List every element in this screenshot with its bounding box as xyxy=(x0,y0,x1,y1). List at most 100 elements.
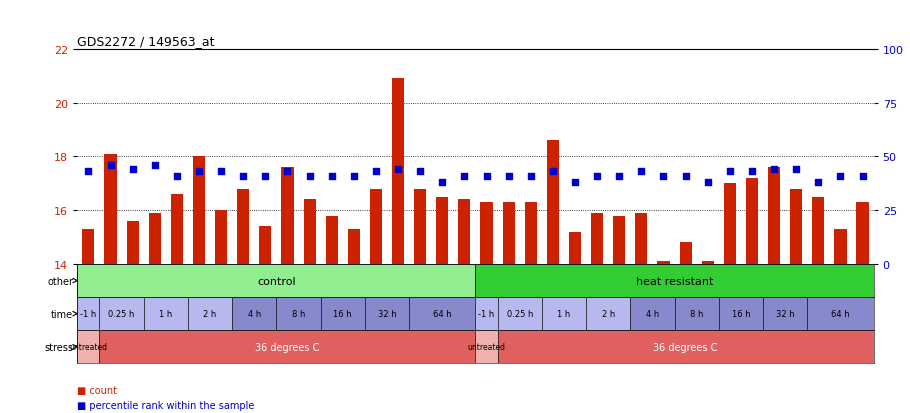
Bar xyxy=(856,203,869,264)
Point xyxy=(546,169,561,175)
Bar xyxy=(459,200,470,264)
Text: heat resistant: heat resistant xyxy=(636,276,713,286)
Text: 8 h: 8 h xyxy=(292,309,305,318)
Text: 4 h: 4 h xyxy=(248,309,261,318)
Text: untreated: untreated xyxy=(468,342,506,351)
Bar xyxy=(82,230,95,264)
Bar xyxy=(657,262,670,264)
Bar xyxy=(77,264,874,346)
Text: 0.25 h: 0.25 h xyxy=(507,309,533,318)
Bar xyxy=(369,189,382,264)
Bar xyxy=(392,79,404,264)
Text: 16 h: 16 h xyxy=(732,309,750,318)
Bar xyxy=(232,297,277,330)
Bar xyxy=(723,184,736,264)
Point xyxy=(523,173,538,180)
Bar xyxy=(498,297,541,330)
Text: GDS2272 / 149563_at: GDS2272 / 149563_at xyxy=(77,35,215,47)
Bar xyxy=(77,264,475,297)
Bar xyxy=(77,330,99,363)
Point xyxy=(347,173,361,180)
Bar xyxy=(541,297,586,330)
Point xyxy=(413,169,428,175)
Point xyxy=(590,173,604,180)
Bar xyxy=(702,262,713,264)
Bar xyxy=(498,330,874,363)
Bar xyxy=(215,211,228,264)
Point xyxy=(744,169,759,175)
Point xyxy=(214,169,228,175)
Bar xyxy=(569,232,581,264)
Point xyxy=(457,173,471,180)
Text: 2 h: 2 h xyxy=(204,309,217,318)
Text: untreated: untreated xyxy=(69,342,107,351)
Bar xyxy=(586,297,631,330)
Text: 2 h: 2 h xyxy=(602,309,615,318)
Bar xyxy=(790,189,803,264)
Point xyxy=(789,166,804,173)
Point xyxy=(767,166,782,173)
Bar xyxy=(99,297,144,330)
Text: 36 degrees C: 36 degrees C xyxy=(653,342,718,352)
Bar xyxy=(238,189,249,264)
Bar xyxy=(410,297,476,330)
Point xyxy=(369,169,383,175)
Bar xyxy=(502,203,515,264)
Bar xyxy=(680,243,692,264)
Text: ■ count: ■ count xyxy=(77,385,117,395)
Text: 32 h: 32 h xyxy=(378,309,397,318)
Point xyxy=(435,179,450,186)
Text: 0.25 h: 0.25 h xyxy=(108,309,135,318)
Bar xyxy=(414,189,426,264)
Bar xyxy=(613,216,625,264)
Bar xyxy=(763,297,807,330)
Bar xyxy=(193,157,205,264)
Point xyxy=(634,169,649,175)
Text: control: control xyxy=(258,276,296,286)
Bar xyxy=(768,168,780,264)
Bar xyxy=(525,203,537,264)
Bar xyxy=(277,297,320,330)
Point xyxy=(723,169,737,175)
Text: 4 h: 4 h xyxy=(646,309,659,318)
Point xyxy=(147,162,162,169)
Point xyxy=(390,166,405,173)
Point xyxy=(678,173,693,180)
Point xyxy=(568,179,582,186)
Bar xyxy=(834,230,846,264)
Text: 36 degrees C: 36 degrees C xyxy=(256,342,319,352)
Bar xyxy=(171,195,183,264)
Point xyxy=(325,173,339,180)
Point xyxy=(656,173,671,180)
Bar xyxy=(126,221,138,264)
Text: -1 h: -1 h xyxy=(80,309,96,318)
Bar xyxy=(475,297,498,330)
Point xyxy=(81,169,96,175)
Point xyxy=(811,179,825,186)
Point xyxy=(480,173,494,180)
Bar xyxy=(320,297,365,330)
Bar xyxy=(259,227,271,264)
Point xyxy=(834,173,848,180)
Bar xyxy=(674,297,719,330)
Point xyxy=(280,169,295,175)
Text: other: other xyxy=(47,276,74,286)
Bar xyxy=(326,216,338,264)
Text: ■ percentile rank within the sample: ■ percentile rank within the sample xyxy=(77,400,255,410)
Text: 32 h: 32 h xyxy=(776,309,794,318)
Point xyxy=(612,173,626,180)
Point xyxy=(103,162,117,169)
Bar xyxy=(746,178,758,264)
Point xyxy=(501,173,516,180)
Text: 1 h: 1 h xyxy=(159,309,173,318)
Text: 16 h: 16 h xyxy=(333,309,352,318)
Bar xyxy=(148,213,161,264)
Bar xyxy=(547,141,559,264)
Text: 1 h: 1 h xyxy=(557,309,571,318)
Bar xyxy=(99,330,475,363)
Text: -1 h: -1 h xyxy=(479,309,495,318)
Point xyxy=(701,179,715,186)
Bar xyxy=(144,297,188,330)
Point xyxy=(302,173,317,180)
Point xyxy=(258,173,273,180)
